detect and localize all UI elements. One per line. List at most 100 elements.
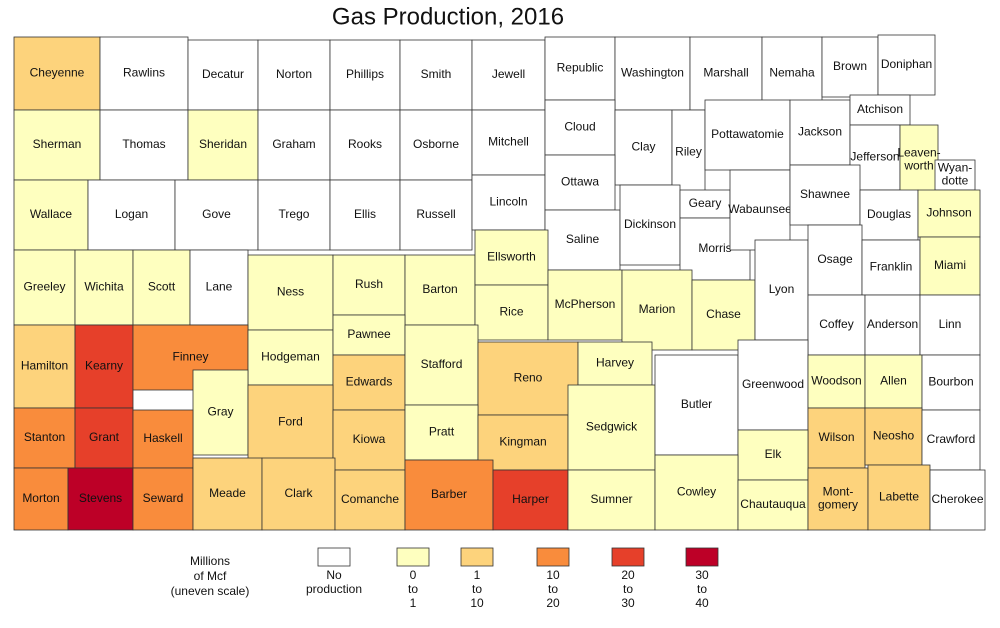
county-label: Ford bbox=[278, 415, 303, 429]
county bbox=[864, 407, 923, 466]
county bbox=[13, 36, 101, 111]
county-label: Hamilton bbox=[21, 359, 68, 373]
legend-swatch bbox=[685, 547, 719, 567]
county-label: McPherson bbox=[555, 297, 616, 311]
legend-label: 10 bbox=[470, 596, 484, 610]
county-label: Labette bbox=[879, 490, 919, 504]
county bbox=[404, 324, 479, 406]
county bbox=[132, 467, 194, 531]
county-label: Greenwood bbox=[742, 377, 804, 391]
county-label: Pawnee bbox=[347, 327, 391, 341]
county bbox=[471, 174, 546, 231]
county bbox=[132, 409, 194, 469]
legend-label: 20 bbox=[621, 568, 635, 582]
county bbox=[192, 369, 249, 456]
county bbox=[934, 159, 976, 191]
county bbox=[477, 341, 579, 416]
county-label: Trego bbox=[279, 207, 310, 221]
legend-swatch bbox=[396, 547, 430, 567]
county-label: Decatur bbox=[202, 67, 244, 81]
county-label: Sumner bbox=[590, 492, 632, 506]
county-label: Graham bbox=[272, 137, 315, 151]
county-label: Stanton bbox=[24, 430, 65, 444]
county bbox=[867, 464, 931, 531]
county-label: Edwards bbox=[346, 375, 393, 389]
county-label: Mitchell bbox=[488, 135, 529, 149]
county bbox=[257, 109, 331, 181]
county-label: Wallace bbox=[30, 207, 73, 221]
county bbox=[567, 469, 656, 531]
county-label: Barber bbox=[431, 487, 467, 501]
county-label: Anderson bbox=[867, 317, 918, 331]
county bbox=[399, 109, 473, 181]
county-label: Ness bbox=[277, 285, 304, 299]
county-label: Sheridan bbox=[199, 137, 247, 151]
legend-label: 10 bbox=[546, 568, 560, 582]
county-label: Kearny bbox=[85, 359, 123, 373]
county bbox=[189, 249, 249, 326]
county-label: Hodgeman bbox=[261, 350, 320, 364]
county bbox=[921, 409, 981, 471]
county-label: Kingman bbox=[499, 435, 546, 449]
county-label: Rooks bbox=[348, 137, 382, 151]
county-label: Grant bbox=[89, 430, 120, 444]
legend-label: 40 bbox=[695, 596, 709, 610]
county-label: Haskell bbox=[143, 431, 182, 445]
county-label: Doniphan bbox=[881, 57, 932, 71]
legend-label: 30 bbox=[621, 596, 635, 610]
legend-title: (uneven scale) bbox=[171, 584, 250, 598]
county bbox=[334, 469, 406, 531]
county bbox=[13, 467, 69, 531]
county bbox=[544, 154, 616, 211]
county-label: Clay bbox=[631, 140, 655, 154]
county bbox=[577, 341, 653, 386]
county-label: worth bbox=[903, 159, 933, 173]
county-label: Pratt bbox=[429, 425, 455, 439]
county-label: Coffey bbox=[819, 317, 853, 331]
legend-swatch bbox=[611, 547, 645, 567]
county bbox=[807, 354, 866, 409]
map-title: Gas Production, 2016 bbox=[332, 3, 564, 30]
county-label: Meade bbox=[209, 486, 246, 500]
county-label: Allen bbox=[880, 374, 907, 388]
county-label: Scott bbox=[148, 280, 176, 294]
county-label: Cherokee bbox=[931, 492, 983, 506]
county-label: Butler bbox=[681, 397, 712, 411]
county bbox=[74, 249, 134, 326]
county bbox=[332, 409, 406, 471]
county-label: Lyon bbox=[769, 282, 795, 296]
county bbox=[821, 36, 879, 98]
county bbox=[864, 354, 923, 409]
county-label: Leaven- bbox=[897, 146, 940, 160]
legend-title: Millions bbox=[190, 554, 230, 568]
county-label: Rice bbox=[499, 305, 523, 319]
legend-label: to bbox=[623, 582, 633, 596]
county bbox=[737, 479, 809, 531]
county bbox=[13, 249, 76, 326]
county bbox=[99, 36, 189, 111]
county-label: Jefferson bbox=[850, 150, 899, 164]
county bbox=[329, 109, 401, 181]
county bbox=[329, 39, 401, 111]
legend-label: No bbox=[326, 568, 342, 582]
legend-label: 20 bbox=[546, 596, 560, 610]
county-label: Morton bbox=[22, 491, 59, 505]
county-label: Shawnee bbox=[800, 187, 850, 201]
county-label: Wichita bbox=[84, 280, 124, 294]
county-label: Osborne bbox=[413, 137, 459, 151]
county bbox=[929, 469, 986, 531]
county bbox=[187, 109, 259, 181]
legend-label: production bbox=[306, 582, 362, 596]
county-label: Dickinson bbox=[624, 217, 676, 231]
county-label: Bourbon bbox=[928, 375, 973, 389]
county-label: Kiowa bbox=[353, 432, 386, 446]
county bbox=[247, 384, 334, 461]
county bbox=[877, 34, 936, 96]
county-label: Finney bbox=[172, 350, 208, 364]
county-label: Logan bbox=[115, 207, 148, 221]
county-label: Brown bbox=[833, 59, 867, 73]
county bbox=[471, 109, 546, 176]
county-label: Harper bbox=[512, 492, 549, 506]
county bbox=[919, 294, 981, 356]
county bbox=[247, 254, 334, 331]
